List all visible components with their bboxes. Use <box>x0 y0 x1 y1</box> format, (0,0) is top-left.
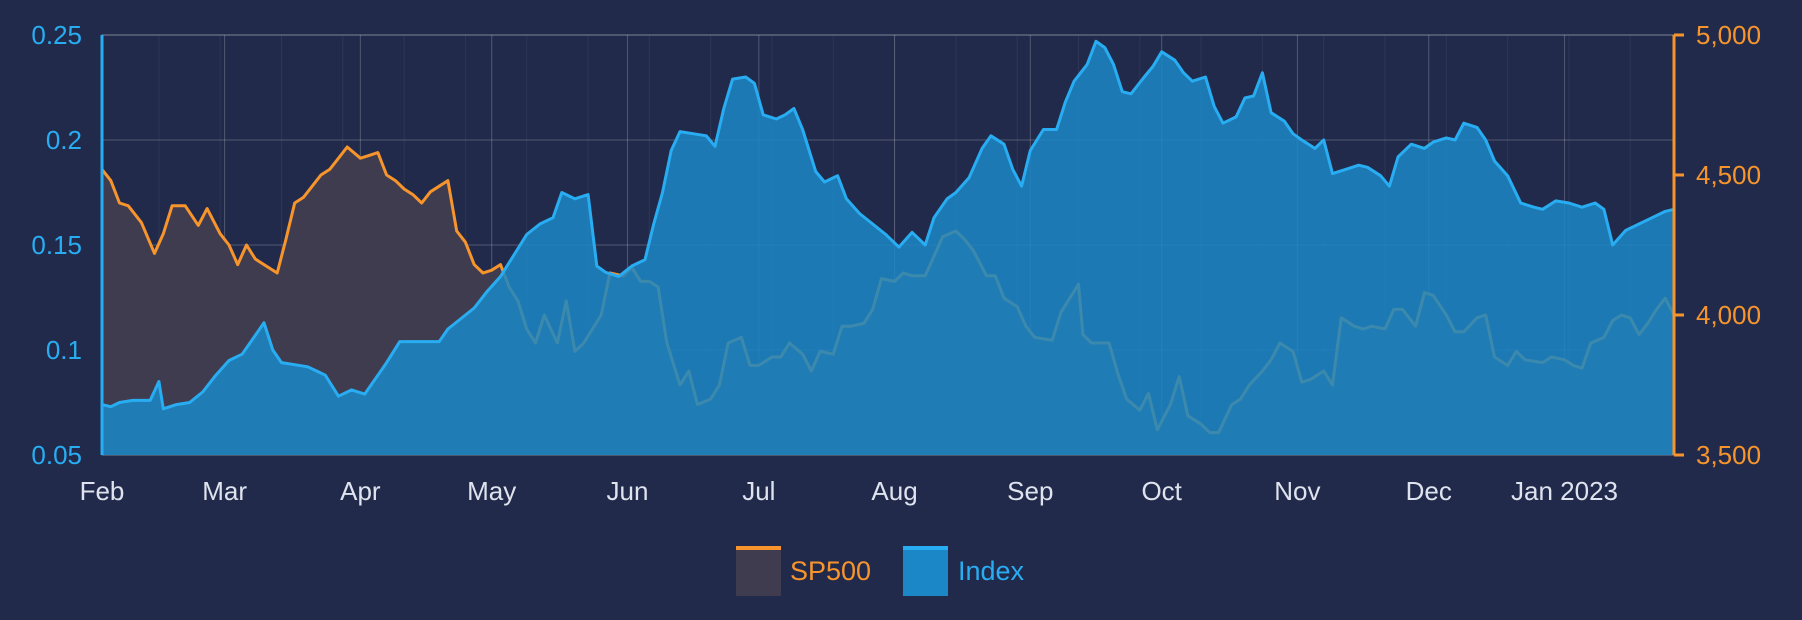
right-tick-label: 4,000 <box>1696 300 1761 330</box>
right-axis-ticks: 3,500 4,000 4,500 5,000 <box>1674 20 1761 470</box>
x-tick-label: Apr <box>340 476 381 506</box>
x-tick-label: Jul <box>742 476 775 506</box>
index-area <box>102 41 1674 456</box>
series-layer <box>100 39 1676 456</box>
x-tick-label: Feb <box>80 476 125 506</box>
legend-swatch-sp500 <box>736 548 781 596</box>
x-tick-label: Sep <box>1007 476 1053 506</box>
x-tick-label: Aug <box>871 476 917 506</box>
x-tick-label: May <box>467 476 516 506</box>
left-axis-ticks: 0.05 0.1 0.15 0.2 0.25 <box>31 20 82 470</box>
right-tick-label: 3,500 <box>1696 440 1761 470</box>
left-tick-label: 0.15 <box>31 230 82 260</box>
x-tick-label: Jan 2023 <box>1511 476 1618 506</box>
right-tick-label: 5,000 <box>1696 20 1761 50</box>
x-tick-label: Jun <box>606 476 648 506</box>
x-tick-label: Oct <box>1141 476 1182 506</box>
legend-swatch-index <box>903 548 948 596</box>
legend: SP500 Index <box>736 546 1025 596</box>
legend-item-index[interactable]: Index <box>903 546 1025 596</box>
right-tick-label: 4,500 <box>1696 160 1761 190</box>
x-axis-ticks: Feb Mar Apr May Jun Jul Aug Sep Oct Nov Dec Jan 202… <box>80 476 1618 506</box>
index-line <box>101 39 1675 411</box>
legend-label-index: Index <box>958 556 1025 586</box>
x-tick-label: Nov <box>1274 476 1320 506</box>
x-tick-label: Mar <box>202 476 247 506</box>
left-tick-label: 0.2 <box>46 125 82 155</box>
left-tick-label: 0.25 <box>31 20 82 50</box>
legend-label-sp500: SP500 <box>790 556 871 586</box>
axes <box>100 35 1676 455</box>
legend-item-sp500[interactable]: SP500 <box>736 546 871 596</box>
x-tick-label: Dec <box>1406 476 1452 506</box>
left-tick-label: 0.1 <box>46 335 82 365</box>
left-tick-label: 0.05 <box>31 440 82 470</box>
